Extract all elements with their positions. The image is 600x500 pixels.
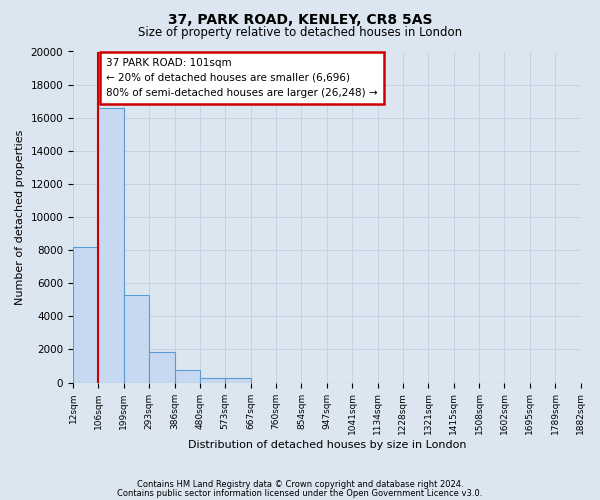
X-axis label: Distribution of detached houses by size in London: Distribution of detached houses by size … <box>188 440 466 450</box>
Text: Contains HM Land Registry data © Crown copyright and database right 2024.: Contains HM Land Registry data © Crown c… <box>137 480 463 489</box>
Bar <box>175 370 200 382</box>
Bar <box>200 378 225 382</box>
Bar <box>98 108 124 382</box>
Text: Contains public sector information licensed under the Open Government Licence v3: Contains public sector information licen… <box>118 489 482 498</box>
Bar <box>149 352 175 382</box>
Text: 37, PARK ROAD, KENLEY, CR8 5AS: 37, PARK ROAD, KENLEY, CR8 5AS <box>168 12 432 26</box>
Text: Size of property relative to detached houses in London: Size of property relative to detached ho… <box>138 26 462 39</box>
Text: 37 PARK ROAD: 101sqm
← 20% of detached houses are smaller (6,696)
80% of semi-de: 37 PARK ROAD: 101sqm ← 20% of detached h… <box>106 58 377 98</box>
Y-axis label: Number of detached properties: Number of detached properties <box>15 130 25 304</box>
Bar <box>124 295 149 382</box>
Bar <box>73 247 98 382</box>
Bar <box>225 378 251 382</box>
